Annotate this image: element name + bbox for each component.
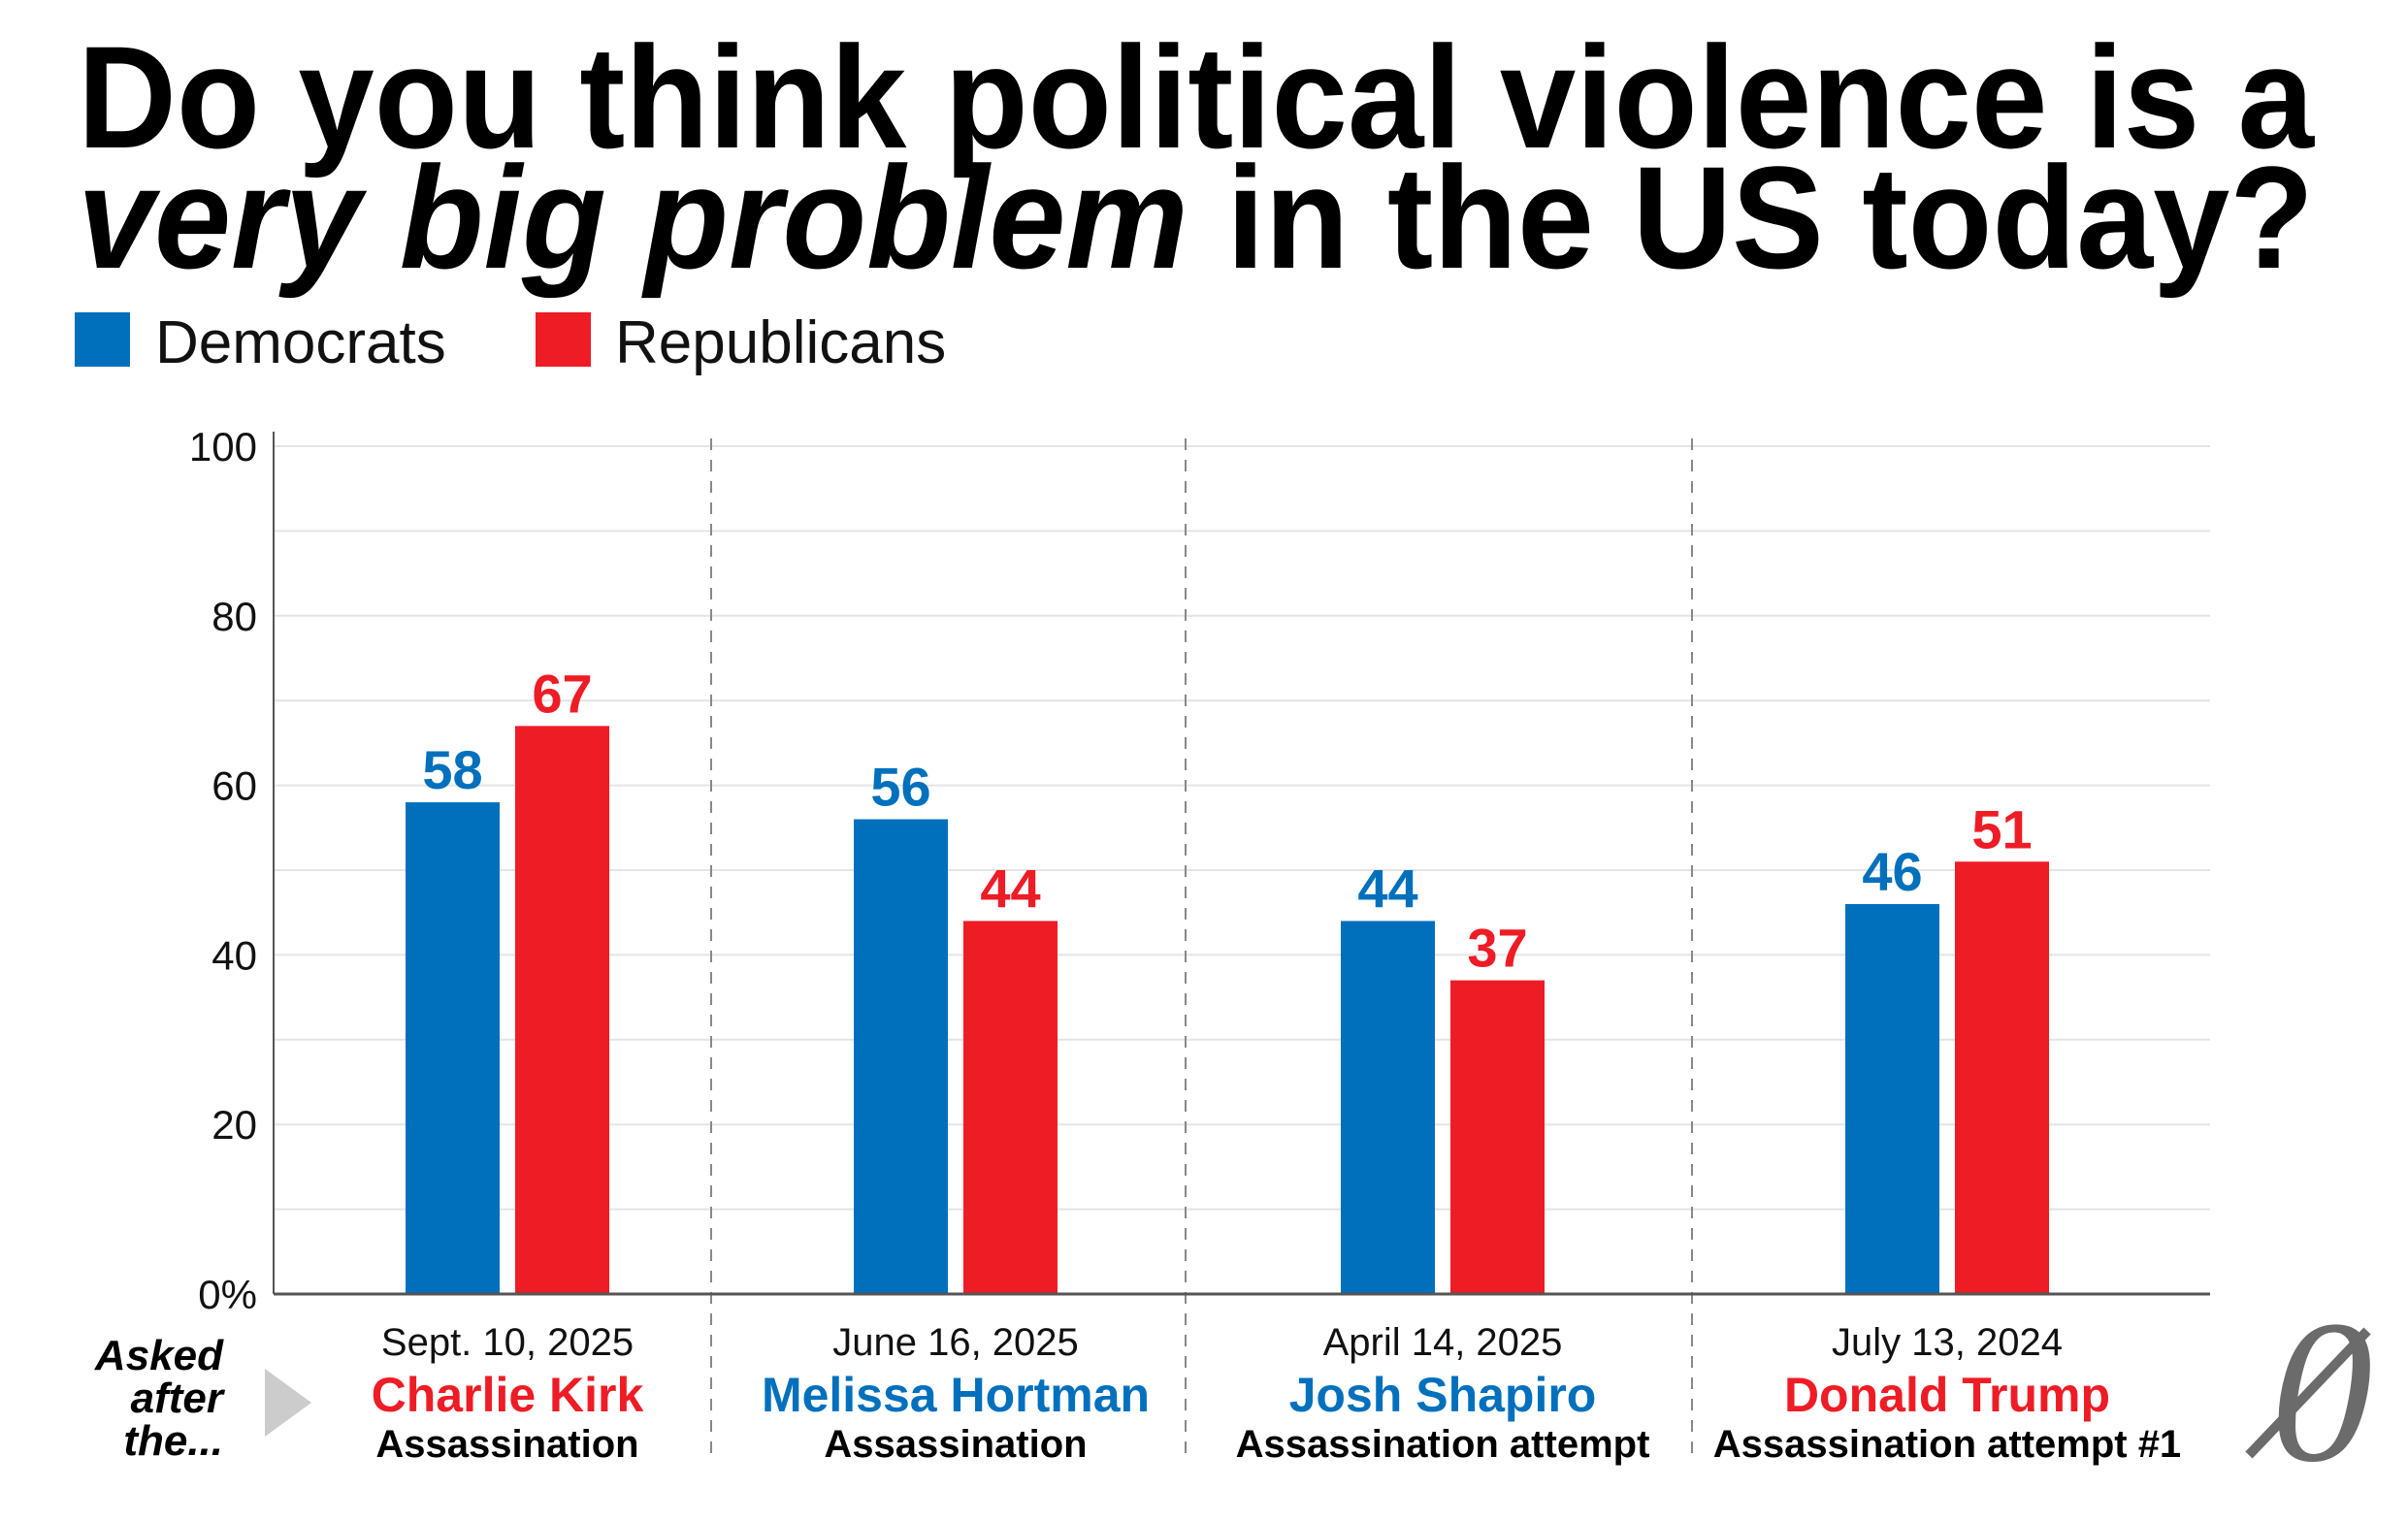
chart-title-line2: very big problem in the US today? xyxy=(78,136,2314,299)
data-label-republicans: 37 xyxy=(1467,918,1527,979)
data-label-democrats: 44 xyxy=(1357,858,1417,919)
bars: 58 67 56 44 44 37 46 51 xyxy=(406,663,2049,1294)
x-label-name: Donald Trump xyxy=(1784,1368,2110,1422)
x-label-name: Josh Shapiro xyxy=(1289,1368,1597,1422)
bar-republicans xyxy=(963,921,1058,1294)
data-label-republicans: 44 xyxy=(980,858,1040,919)
y-tick-label: 0% xyxy=(198,1272,257,1317)
x-label-event: Assassination attempt xyxy=(1236,1423,1650,1466)
x-label-date: July 13, 2024 xyxy=(1832,1321,2063,1364)
chart-title-emphasis: very big problem xyxy=(78,136,1188,299)
bar-democrats xyxy=(406,802,500,1294)
arrow-right-icon xyxy=(265,1369,311,1437)
bar-democrats xyxy=(1845,903,1939,1294)
legend-swatch-democrats xyxy=(75,312,130,367)
x-label-event: Assassination xyxy=(375,1423,638,1466)
asked-line-1: Asked xyxy=(94,1332,224,1379)
publisher-logo: 0 xyxy=(2245,1279,2373,1505)
x-label-date: April 14, 2025 xyxy=(1323,1321,1563,1364)
x-label-event: Assassination xyxy=(824,1423,1087,1466)
bar-republicans xyxy=(1955,861,2049,1294)
logo-slash-icon xyxy=(2245,1327,2371,1459)
y-tick-label: 100 xyxy=(189,424,257,469)
bar-democrats xyxy=(854,819,948,1294)
x-label-name: Charlie Kirk xyxy=(372,1368,644,1422)
asked-line-3: the... xyxy=(123,1417,223,1465)
y-tick-label: 80 xyxy=(212,594,257,639)
x-label-date: Sept. 10, 2025 xyxy=(381,1321,634,1364)
x-label-name: Melissa Hortman xyxy=(762,1368,1150,1422)
y-tick-label: 40 xyxy=(212,932,257,978)
data-label-democrats: 46 xyxy=(1862,841,1922,902)
bar-republicans xyxy=(515,726,609,1294)
data-label-republicans: 67 xyxy=(532,663,592,724)
legend-label-republicans: Republicans xyxy=(615,309,946,376)
x-label-event: Assassination attempt #1 xyxy=(1713,1423,2181,1466)
y-tick-label: 20 xyxy=(212,1102,257,1148)
bar-democrats xyxy=(1341,921,1435,1294)
data-label-democrats: 56 xyxy=(870,757,930,818)
data-label-republicans: 51 xyxy=(1971,798,2032,859)
legend: Democrats Republicans xyxy=(75,309,946,376)
asked-line-2: after xyxy=(131,1375,226,1422)
data-label-democrats: 58 xyxy=(422,739,482,800)
logo-zero-glyph: 0 xyxy=(2271,1279,2373,1505)
bar-republicans xyxy=(1450,980,1545,1294)
y-tick-label: 60 xyxy=(212,763,257,809)
y-axis-ticks: 0% 20 40 60 80 100 xyxy=(189,424,257,1317)
legend-swatch-republicans xyxy=(536,312,591,367)
legend-label-democrats: Democrats xyxy=(155,309,446,376)
asked-after-label: Asked after the... xyxy=(94,1332,311,1465)
chart-title-line1: Do you think political violence is a xyxy=(78,16,2315,178)
chart-title-rest: in the US today? xyxy=(1188,136,2314,299)
x-label-date: June 16, 2025 xyxy=(832,1321,1079,1364)
